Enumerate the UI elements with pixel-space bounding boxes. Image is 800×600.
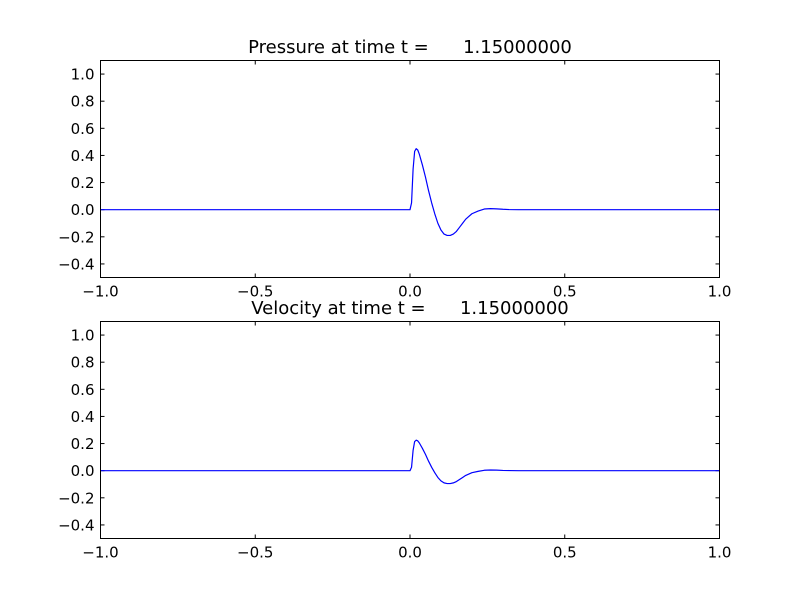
velocity-plot-y-tick-label: −0.4 [58, 516, 94, 534]
pressure-plot-y-tick-label: 1.0 [71, 66, 95, 84]
velocity-plot-series-line [100, 439, 720, 485]
velocity-plot-x-tick-label: −0.5 [237, 544, 273, 562]
velocity-plot-y-tick-label: 1.0 [71, 327, 95, 345]
velocity-plot-axes-frame [100, 321, 720, 539]
pressure-plot-series-line [100, 148, 720, 237]
pressure-plot-title: Pressure at time t = 1.15000000 [248, 37, 572, 58]
pressure-plot-y-tick-label: 0.0 [71, 201, 95, 219]
pressure-plot-y-tick-label: 0.2 [71, 174, 95, 192]
pressure-plot-x-tick-label: 1.0 [708, 283, 732, 301]
pressure-plot-y-tick-label: −0.2 [58, 228, 94, 246]
pressure-plot-y-tick-label: −0.4 [58, 255, 94, 273]
velocity-plot-y-tick-label: −0.2 [58, 489, 94, 507]
velocity-plot-y-tick-label: 0.8 [71, 354, 95, 372]
velocity-plot-x-tick-label: 0.5 [553, 544, 577, 562]
pressure-plot-y-tick-label: 0.4 [71, 147, 95, 165]
velocity-plot-y-tick-label: 0.6 [71, 381, 95, 399]
velocity-plot-y-tick-label: 0.4 [71, 408, 95, 426]
velocity-plot-x-tick-label: 0.0 [398, 544, 422, 562]
pressure-plot-x-tick-label: 0.0 [398, 283, 422, 301]
velocity-plot-y-tick-label: 0.0 [71, 462, 95, 480]
pressure-plot-marks: −1.0 −0.5 0.0 0.5 1.0 −0.4 −0.2 0.0 0.2 0.4 0.6 0.8… [58, 60, 732, 301]
pressure-plot-x-tick-label: 0.5 [553, 283, 577, 301]
pressure-plot-axes-frame [100, 60, 720, 278]
pressure-plot: Pressure at time t = 1.15000000 −1.0 −0.5… [58, 37, 731, 301]
pressure-plot-x-tick-label: −0.5 [237, 283, 273, 301]
velocity-plot-x-tick-label: 1.0 [708, 544, 732, 562]
pressure-plot-y-tick-label: 0.8 [71, 93, 95, 111]
velocity-plot-marks: −1.0 −0.5 0.0 0.5 1.0 −0.4 −0.2 0.0 0.2 0.4 0.6 0.8… [58, 321, 732, 562]
velocity-plot-title: Velocity at time t = 1.15000000 [251, 298, 569, 319]
velocity-plot-x-tick-label: −1.0 [82, 544, 118, 562]
velocity-plot: Velocity at time t = 1.15000000 −1.0 −0.5… [58, 298, 731, 562]
pressure-plot-y-tick-label: 0.6 [71, 120, 95, 138]
velocity-plot-y-tick-label: 0.2 [71, 435, 95, 453]
pressure-plot-x-tick-label: −1.0 [82, 283, 118, 301]
